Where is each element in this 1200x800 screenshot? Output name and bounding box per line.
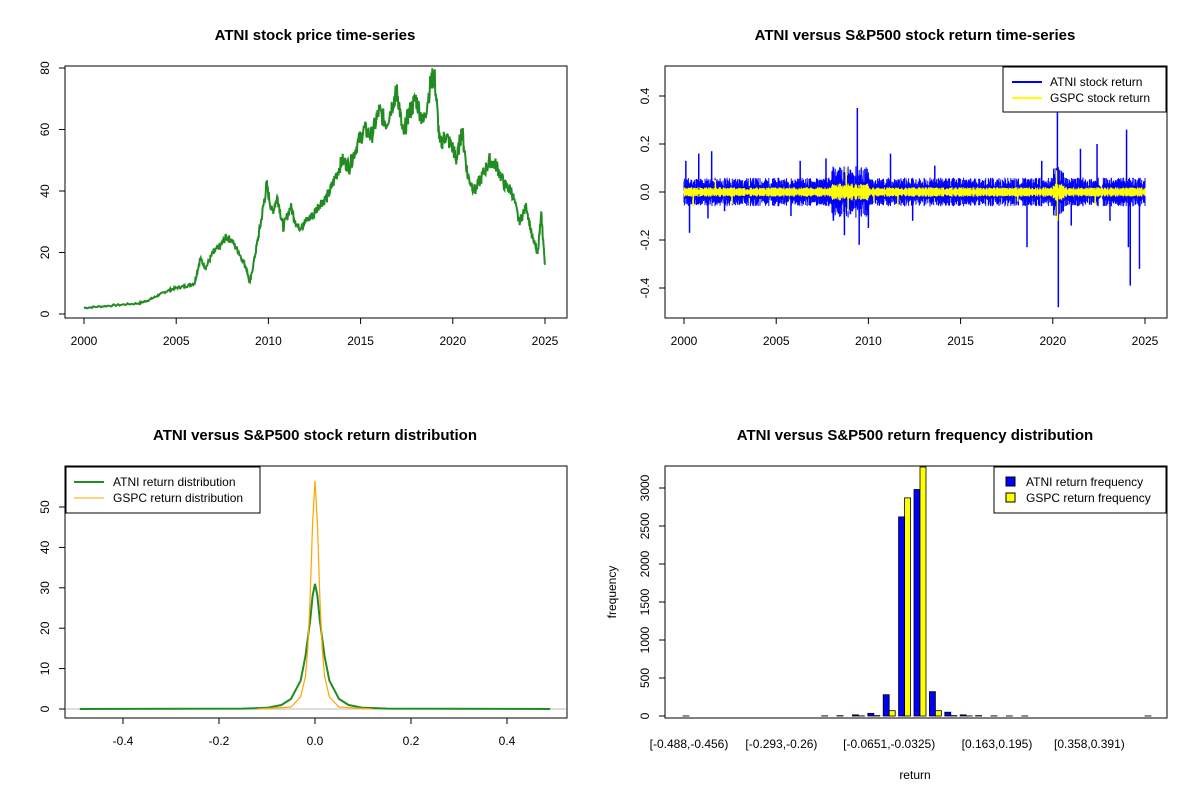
atni-freq-bar: [898, 516, 905, 717]
panel4-ytick-label: 2000: [638, 550, 652, 577]
panel4-legend: ATNI return frequency GSPC return freque…: [993, 466, 1167, 514]
panel4-xtick-label: [-0.488,-0.456): [650, 737, 729, 751]
atni-freq-bar: [944, 711, 952, 717]
panel4-title: ATNI versus S&P500 return frequency dist…: [737, 427, 1093, 444]
panel2-xtick-label: 2010: [855, 334, 882, 348]
atni-freq-bar: [852, 714, 859, 717]
panel2-legend: ATNI stock return GSPC stock return: [1002, 66, 1167, 113]
panel1-ytick-label: 40: [38, 184, 52, 198]
panel2-plot: 2000 2005 2010 2015 2020 2025 -0.4 -0.2 0.0 0.2 0.…: [638, 87, 1159, 348]
legend-gspc-dist-label: GSPC return distribution: [113, 491, 243, 505]
panel2-title: ATNI versus S&P500 stock return time-ser…: [755, 27, 1076, 44]
panel4-ytick-label: 2500: [638, 512, 652, 539]
panel1-xtick-label: 2025: [532, 334, 559, 348]
panel1-ytick-label: 60: [38, 123, 52, 137]
panel2-ytick-label: -0.4: [638, 277, 652, 298]
panel4-ylabel: frequency: [605, 566, 619, 619]
panel4-xtick-label: [0.358,0.391): [1054, 737, 1125, 751]
panel2-xtick-label: 2020: [1039, 334, 1066, 348]
panel3-ytick-label: 40: [38, 540, 52, 554]
panel4-ytick-label: 0: [638, 712, 652, 719]
panel3-ytick-label: 50: [38, 500, 52, 514]
legend-gspc-freq-swatch: [1005, 492, 1016, 503]
atni-freq-bar: [867, 712, 875, 717]
panel2-xtick-label: 2015: [947, 334, 974, 348]
panel3-legend-box: [65, 466, 261, 514]
panel3-ytick-label: 20: [38, 621, 52, 635]
panel1-xtick-label: 2010: [255, 334, 282, 348]
panel3-legend: ATNI return distribution GSPC return dis…: [65, 466, 261, 514]
panel4-plot: 0 500 1000 1500 2000 2500 3000 [-0.488,-0.456) […: [638, 466, 1152, 751]
legend-atni-freq-label: ATNI return frequency: [1026, 475, 1143, 489]
panel4-ytick-label: 1000: [638, 626, 652, 653]
panel1-xtick-label: 2000: [71, 334, 98, 348]
atni-density-line: [79, 583, 551, 710]
atni-freq-bar: [929, 691, 936, 717]
gspc-freq-bar: [888, 710, 896, 717]
panel1-xtick-label: 2015: [347, 334, 374, 348]
panel2-xtick-label: 2000: [671, 334, 698, 348]
panel2-legend-box: [1002, 66, 1167, 113]
panel3-xtick-label: -0.4: [113, 734, 134, 748]
panel1-title: ATNI stock price time-series: [215, 27, 416, 44]
legend-atni-dist-label: ATNI return distribution: [113, 475, 236, 489]
panel2-frame: [664, 65, 1168, 319]
panel4-ytick-label: 1500: [638, 588, 652, 615]
atni-freq-bar: [882, 694, 890, 717]
atni-freq-bar: [959, 714, 967, 717]
panel3-ytick-label: 10: [38, 662, 52, 676]
legend-atni-return-label: ATNI stock return: [1050, 75, 1142, 89]
panel4-legend-box: [993, 466, 1167, 514]
panel3-frame: [64, 465, 568, 719]
atni-freq-bar: [913, 489, 921, 717]
panel1-ytick-label: 20: [38, 246, 52, 260]
panel4-ytick-label: 500: [638, 668, 652, 688]
panel4-xtick-label: [0.163,0.195): [962, 737, 1033, 751]
panel1-plot: 2000 2005 2010 2015 2020 2025 0 20 40 60 80: [38, 61, 559, 348]
legend-gspc-return-label: GSPC stock return: [1050, 91, 1150, 105]
panel4-frame: [664, 465, 1168, 719]
legend-atni-freq-swatch: [1005, 476, 1016, 487]
atni-price-line: [83, 68, 546, 310]
panel3-title: ATNI versus S&P500 stock return distribu…: [153, 427, 477, 444]
panel1-xtick-label: 2005: [163, 334, 190, 348]
panel1-ytick-label: 0: [38, 310, 52, 317]
legend-gspc-freq-label: GSPC return frequency: [1026, 491, 1151, 505]
gspc-return-band: [683, 183, 1146, 201]
panel2-xtick-label: 2005: [763, 334, 790, 348]
panel3-plot: -0.4 -0.2 0.0 0.2 0.4 0 10 20 30 40 50: [38, 480, 566, 748]
panel1-xtick-label: 2020: [439, 334, 466, 348]
panel1-frame: [64, 65, 568, 319]
panel4-xtick-label: [-0.293,-0.26): [745, 737, 817, 751]
panel4-ytick-label: 3000: [638, 474, 652, 501]
panel2-ytick-label: 0.4: [638, 87, 652, 104]
gspc-freq-bar: [904, 497, 911, 717]
panel2-ytick-label: -0.2: [638, 229, 652, 250]
panel4-xtick-label: [-0.0651,-0.0325): [843, 737, 935, 751]
gspc-freq-bar: [935, 710, 942, 717]
panel3-xtick-label: 0.2: [403, 734, 420, 748]
panel3-xtick-label: 0.0: [307, 734, 324, 748]
panel3-ytick-label: 30: [38, 581, 52, 595]
panel3-ytick-label: 0: [38, 705, 52, 712]
panel2-xtick-label: 2025: [1132, 334, 1159, 348]
gspc-density-line: [257, 480, 373, 710]
panel2-ytick-label: 0.2: [638, 135, 652, 152]
panel1-ytick-label: 80: [38, 61, 52, 75]
panel4-xlabel: return: [899, 768, 930, 782]
panel3-xtick-label: 0.4: [499, 734, 516, 748]
gspc-freq-bar: [919, 466, 927, 717]
panel2-ytick-label: 0.0: [638, 183, 652, 200]
panel3-xtick-label: -0.2: [209, 734, 230, 748]
